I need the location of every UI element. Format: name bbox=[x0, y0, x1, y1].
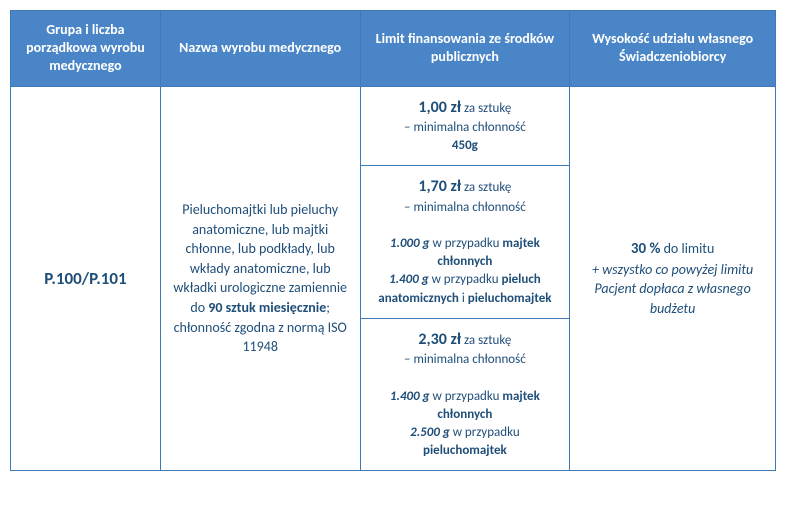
table-header-row: Grupa i liczba porządkowa wyrobu medyczn… bbox=[11, 11, 776, 87]
limit-3-line2: – minimalna chłonność bbox=[404, 352, 526, 367]
share-percent: 30 % bbox=[631, 240, 661, 258]
cell-limit-3: 2,30 zł za sztukę – minimalna chłonność … bbox=[360, 318, 570, 471]
desc-qty: 90 sztuk miesięcznie bbox=[208, 299, 326, 316]
limit-3-t2: w przypadku bbox=[450, 425, 520, 440]
header-name: Nazwa wyrobu medycznego bbox=[160, 11, 360, 87]
limit-2-and: i bbox=[459, 291, 468, 306]
table-row: P.100/P.101 Pieluchomajtki lub pieluchy … bbox=[11, 86, 776, 166]
limit-2-price: 1,70 zł bbox=[418, 177, 461, 196]
share-suffix: do limitu bbox=[660, 240, 714, 257]
limit-1-price: 1,00 zł bbox=[418, 98, 461, 117]
limit-2-line2: – minimalna chłonność bbox=[404, 200, 526, 215]
limit-2-v1: 1.000 g bbox=[390, 236, 430, 251]
header-limit: Limit finansowania ze środków publicznyc… bbox=[360, 11, 570, 87]
limit-2-p2b: pieluchomajtek bbox=[468, 291, 552, 306]
cell-description: Pieluchomajtki lub pieluchy anatomiczne,… bbox=[160, 86, 360, 471]
limit-3-suffix: za sztukę bbox=[461, 333, 511, 348]
product-code: P.100/P.101 bbox=[44, 268, 126, 289]
limit-3-t1: w przypadku bbox=[430, 389, 503, 404]
limit-3-price: 2,30 zł bbox=[418, 330, 461, 349]
limit-3-p2: pieluchomajtek bbox=[423, 443, 507, 458]
limit-1-absorb: 450g bbox=[452, 138, 478, 153]
limit-2-t2: w przypadku bbox=[429, 272, 502, 287]
limit-1-line2: – minimalna chłonność bbox=[404, 120, 526, 135]
reimbursement-table: Grupa i liczba porządkowa wyrobu medyczn… bbox=[10, 10, 776, 471]
limit-2-suffix: za sztukę bbox=[461, 180, 511, 195]
limit-2-v2: 1.400 g bbox=[389, 272, 429, 287]
header-share: Wysokość udziału własnego Świadczeniobio… bbox=[570, 11, 776, 87]
cell-limit-1: 1,00 zł za sztukę – minimalna chłonność … bbox=[360, 86, 570, 166]
limit-3-v2: 2.500 g bbox=[410, 425, 450, 440]
cell-code: P.100/P.101 bbox=[11, 86, 161, 471]
cell-limit-2: 1,70 zł za sztukę – minimalna chłonność … bbox=[360, 166, 570, 319]
limit-2-t1: w przypadku bbox=[430, 236, 503, 251]
share-note: + wszystko co powyżej limitu Pacjent dop… bbox=[592, 261, 753, 317]
header-group: Grupa i liczba porządkowa wyrobu medyczn… bbox=[11, 11, 161, 87]
cell-share: 30 % do limitu + wszystko co powyżej lim… bbox=[570, 86, 776, 471]
limit-3-v1: 1.400 g bbox=[390, 389, 430, 404]
limit-1-suffix: za sztukę bbox=[461, 101, 511, 116]
